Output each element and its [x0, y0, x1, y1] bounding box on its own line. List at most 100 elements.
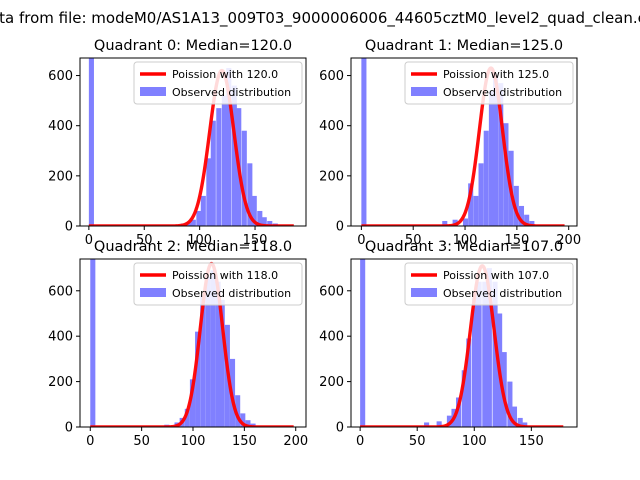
- hist-bar: [493, 75, 499, 226]
- panel-title: Quadrant 2: Median=118.0: [94, 239, 292, 255]
- plot-area: [359, 259, 565, 427]
- hist-bar: [461, 370, 467, 427]
- hist-bar: [483, 130, 489, 226]
- legend-box: [133, 262, 303, 306]
- panel-quadrant-1: Quadrant 1: Median=125.0 0 50 100 150 200 0 200…: [319, 38, 581, 248]
- panel-title: Quadrant 1: Median=125.0: [365, 38, 563, 54]
- axes-frame: [350, 258, 578, 428]
- hist-bar: [235, 395, 241, 427]
- hist-bar: [251, 195, 257, 226]
- hist-bar: [518, 205, 525, 226]
- hist-bar: [476, 281, 482, 427]
- hist-bar: [471, 297, 478, 427]
- hist-bar: [501, 352, 507, 427]
- hist-bar: [200, 295, 206, 427]
- y-tick-label: 0: [65, 220, 73, 235]
- hist-bar: [517, 417, 523, 427]
- hist-bar: [215, 281, 221, 427]
- hist-bar: [90, 259, 96, 427]
- x-tick-label: 50: [136, 233, 153, 248]
- x-tick-label: 200: [283, 434, 308, 449]
- legend: Poission with 118.0 Observed distribution: [133, 262, 303, 306]
- y-tick-label: 600: [319, 284, 344, 299]
- y-tick-label: 400: [319, 119, 344, 134]
- legend-fit-label: Poission with 120.0: [172, 68, 278, 81]
- legend-hist-swatch: [140, 288, 166, 297]
- legend-fit-label: Poission with 125.0: [443, 68, 549, 81]
- hist-bar: [205, 277, 211, 427]
- hist-bar: [360, 259, 366, 427]
- legend-box: [404, 61, 574, 105]
- y-tick-label: 600: [48, 69, 73, 84]
- x-tick-label: 100: [453, 233, 478, 248]
- hist-bar: [216, 108, 222, 226]
- hist-bar: [503, 123, 509, 226]
- hist-bar: [473, 195, 479, 226]
- legend-hist-swatch: [411, 288, 437, 297]
- legend-box: [404, 262, 574, 306]
- hist-bar: [245, 420, 251, 427]
- hist-bar: [226, 68, 232, 226]
- y-tick-label: 200: [319, 375, 344, 390]
- y-tick-label: 400: [48, 119, 73, 134]
- hist-bar: [524, 214, 530, 226]
- legend: Poission with 107.0 Observed distribution: [404, 262, 574, 306]
- panel-title: Quadrant 0: Median=120.0: [94, 38, 292, 54]
- legend-fit-label: Poission with 118.0: [172, 269, 278, 282]
- legend-hist-label: Observed distribution: [172, 287, 291, 300]
- y-tick-label: 0: [336, 220, 344, 235]
- legend-hist-label: Observed distribution: [172, 86, 291, 99]
- legend-hist-label: Observed distribution: [443, 86, 562, 99]
- legend: Poission with 125.0 Observed distribution: [404, 61, 574, 105]
- axes-frame: [350, 57, 578, 227]
- hist-bar: [257, 210, 263, 226]
- hist-bar: [361, 58, 367, 226]
- panel-quadrant-0: Quadrant 0: Median=120.0 0 50 100 150 0 200 400…: [48, 38, 307, 248]
- hist-bar: [462, 218, 469, 226]
- hist-bar: [478, 163, 484, 226]
- hist-bar: [88, 58, 94, 226]
- x-tick-label: 100: [187, 233, 212, 248]
- x-tick-label: 150: [519, 434, 544, 449]
- axes-frame: [79, 57, 307, 227]
- hist-bar: [488, 90, 494, 226]
- legend-hist-swatch: [411, 87, 437, 96]
- hist-bar: [424, 422, 430, 427]
- hist-bar: [507, 381, 513, 427]
- hist-bar: [466, 338, 472, 427]
- hist-bar: [190, 219, 196, 226]
- hist-bar: [210, 120, 216, 226]
- hist-bar: [196, 210, 202, 226]
- hist-bar: [241, 130, 247, 226]
- x-tick-label: 150: [504, 233, 529, 248]
- hist-bar: [486, 268, 492, 427]
- y-tick-label: 200: [48, 375, 73, 390]
- hist-bar: [247, 163, 253, 226]
- x-tick-label: 0: [85, 233, 93, 248]
- hist-bar: [210, 270, 216, 427]
- legend-box: [133, 61, 303, 105]
- panel-quadrant-2: Quadrant 2: Median=118.0 0 50 100 150 200 0 200…: [48, 239, 308, 449]
- y-tick-label: 600: [319, 69, 344, 84]
- hist-bar: [261, 217, 267, 226]
- x-tick-label: 100: [462, 434, 487, 449]
- hist-bar: [468, 183, 474, 226]
- hist-bar: [231, 85, 237, 226]
- panel-quadrant-3: Quadrant 3: Median=107.0 0 50 100 150 0 200 400…: [319, 239, 578, 449]
- hist-bar: [240, 413, 246, 427]
- hist-bar: [522, 422, 528, 427]
- x-tick-label: 0: [86, 434, 94, 449]
- x-tick-label: 0: [356, 434, 364, 449]
- y-tick-label: 0: [65, 421, 73, 436]
- hist-bar: [195, 331, 201, 427]
- figure-suptitle: Data from file: modeM0/AS1A13_009T03_900…: [0, 9, 640, 28]
- legend-hist-swatch: [140, 87, 166, 96]
- legend-hist-label: Observed distribution: [443, 287, 562, 300]
- hist-bar: [267, 220, 273, 226]
- x-tick-label: 150: [232, 434, 257, 449]
- hist-bar: [492, 281, 498, 427]
- hist-bar: [206, 158, 212, 226]
- hist-bar: [442, 220, 448, 226]
- plot-area: [89, 259, 295, 427]
- panel-title: Quadrant 3: Median=107.0: [365, 239, 563, 255]
